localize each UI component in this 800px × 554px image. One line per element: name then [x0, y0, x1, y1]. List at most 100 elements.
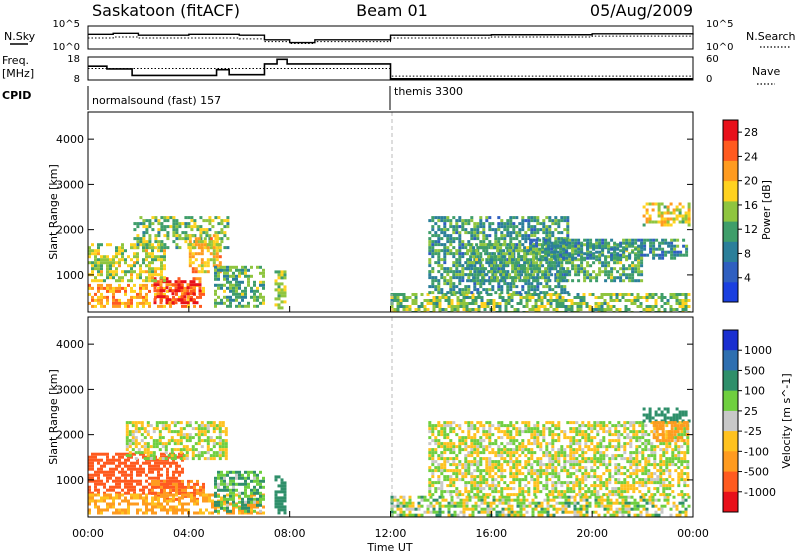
scatter-cell [390, 501, 394, 505]
scatter-cell [576, 293, 580, 296]
scatter-cell [197, 457, 201, 461]
scatter-cell [466, 249, 470, 253]
scatter-cell [177, 289, 181, 293]
scatter-cell [600, 308, 604, 311]
scatter-cell [411, 513, 415, 517]
scatter-cell [586, 270, 590, 274]
scatter-cell [160, 479, 163, 483]
scatter-cell [538, 252, 542, 256]
scatter-cell [616, 247, 620, 251]
scatter-cell [612, 501, 616, 505]
scatter-cell [112, 273, 115, 277]
scatter-cell [499, 270, 503, 274]
scatter-cell [277, 288, 281, 292]
scatter-cell [449, 288, 453, 292]
scatter-cell [223, 508, 226, 512]
scatter-cell [432, 296, 436, 299]
scatter-cell [253, 304, 256, 308]
scatter-cell [202, 289, 205, 293]
scatter-cell [482, 469, 486, 473]
scatter-cell [515, 243, 519, 247]
scatter-cell [134, 439, 138, 443]
scatter-cell [203, 246, 207, 250]
scatter-cell [450, 495, 454, 499]
scatter-cell [428, 487, 432, 491]
scatter-cell [206, 442, 210, 446]
scatter-cell [194, 427, 198, 431]
scatter-cell [106, 502, 109, 506]
scatter-cell [172, 231, 176, 235]
scatter-cell [180, 301, 184, 305]
scatter-cell [136, 479, 139, 483]
scatter-cell [479, 457, 483, 461]
scatter-cell [133, 485, 136, 489]
scatter-cell [97, 491, 100, 495]
scatter-cell [557, 258, 561, 262]
scatter-cell [115, 301, 118, 305]
scatter-cell [604, 238, 608, 242]
scatter-cell [178, 470, 181, 474]
scatter-cell [434, 234, 438, 238]
scatter-cell [106, 493, 109, 497]
scatter-cell [142, 219, 146, 223]
scatter-cell [562, 267, 566, 271]
scatter-cell [106, 458, 109, 462]
scatter-cell [88, 461, 91, 465]
scatter-cell [503, 445, 507, 449]
scatter-cell [482, 439, 486, 443]
scatter-cell [553, 250, 557, 254]
scatter-cell [399, 501, 403, 505]
scatter-cell [530, 216, 534, 220]
scatter-cell [458, 445, 462, 449]
scatter-cell [592, 253, 596, 257]
scatter-cell [438, 305, 442, 308]
scatter-cell [112, 470, 115, 474]
scatter-cell [675, 308, 679, 311]
scatter-cell [112, 505, 115, 509]
scatter-cell [615, 507, 619, 511]
scatter-cell [473, 267, 477, 271]
scatter-cell [606, 308, 610, 311]
nsearch-label: N.Search [746, 30, 796, 43]
scatter-cell [497, 451, 501, 455]
scatter-cell [530, 225, 534, 229]
scatter-cell [548, 234, 552, 238]
scatter-cell [259, 292, 262, 296]
scatter-cell [529, 241, 533, 245]
scatter-cell [250, 493, 253, 497]
scatter-cell [515, 445, 519, 449]
scatter-cell [476, 427, 480, 431]
scatter-cell [458, 249, 462, 253]
scatter-cell [428, 231, 432, 235]
scatter-cell [477, 308, 481, 311]
scatter-cell [139, 464, 142, 468]
scatter-cell [546, 293, 550, 296]
scatter-cell [217, 268, 220, 272]
scatter-cell [455, 493, 459, 497]
scatter-cell [151, 276, 154, 280]
scatter-cell [192, 280, 196, 284]
scatter-cell [191, 270, 195, 274]
scatter-cell [139, 479, 142, 483]
scatter-cell [431, 451, 435, 455]
scatter-cell [452, 291, 456, 295]
scatter-cell [648, 214, 652, 218]
scatter-cell [465, 501, 469, 505]
scatter-cell [203, 427, 207, 431]
scatter-cell [197, 237, 201, 241]
scatter-cell [100, 283, 103, 287]
scatter-cell [402, 296, 406, 299]
scatter-cell [559, 258, 563, 262]
scatter-cell [217, 237, 221, 241]
scatter-cell [209, 457, 213, 461]
scatter-cell [158, 442, 162, 446]
scatter-cell [217, 500, 220, 504]
scatter-cell [509, 225, 513, 229]
scatter-cell [645, 498, 649, 502]
scatter-cell [508, 252, 512, 256]
scatter-cell [485, 436, 489, 440]
scatter-cell [455, 463, 459, 467]
scatter-cell [502, 276, 506, 280]
scatter-cell [523, 261, 527, 265]
scatter-cell [559, 253, 563, 257]
